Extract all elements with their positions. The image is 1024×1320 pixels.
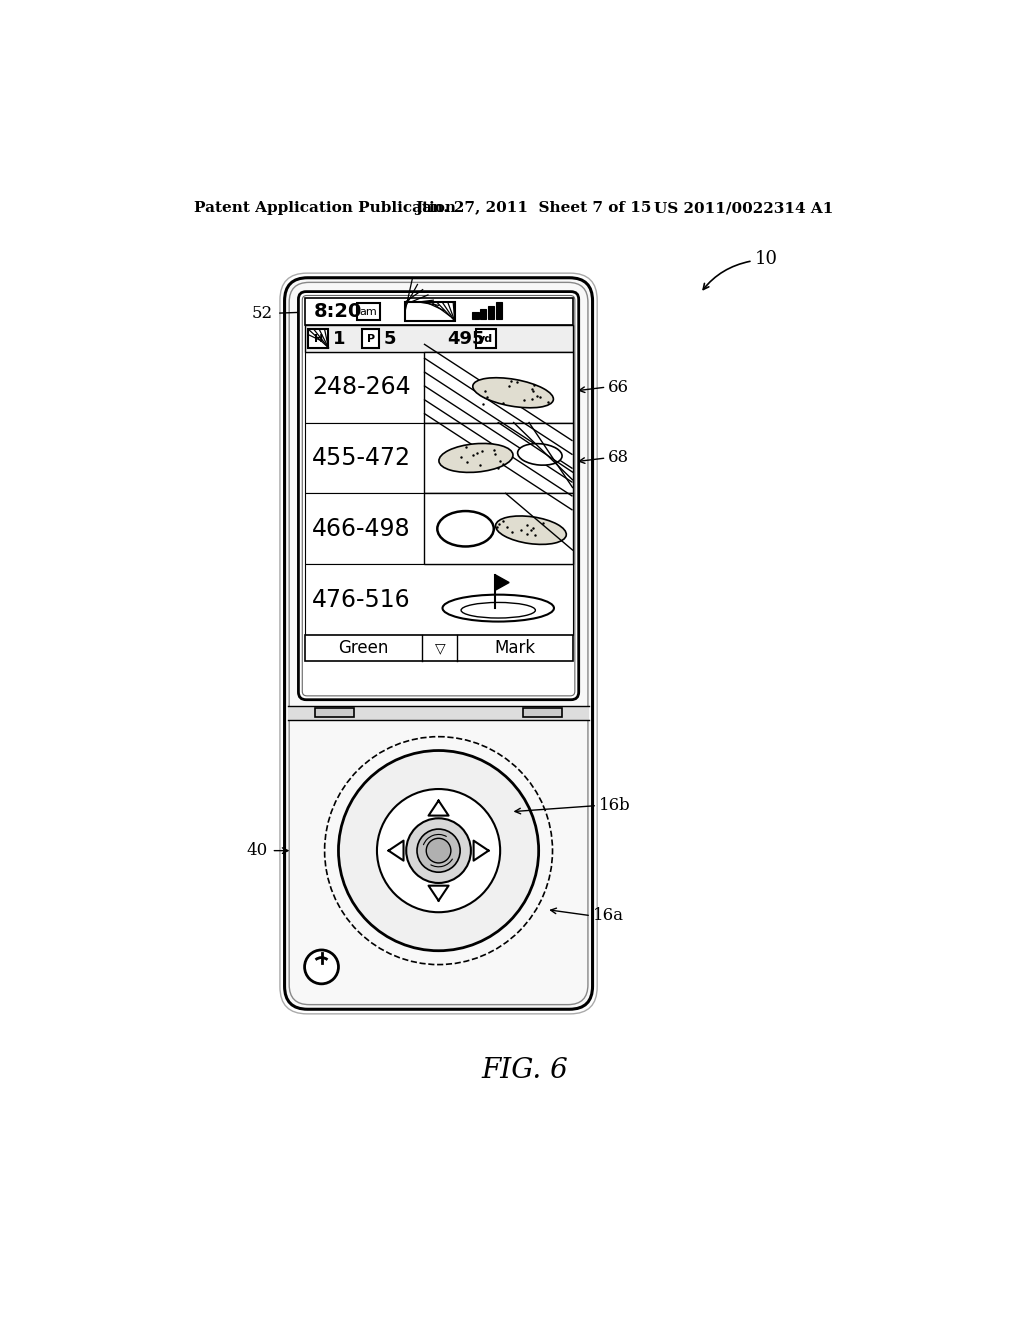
Bar [404, 302, 455, 321]
Bar [480, 309, 486, 319]
Text: P: P [367, 334, 375, 343]
Text: 52: 52 [252, 305, 273, 322]
Bar [424, 422, 572, 494]
Bar [424, 494, 572, 564]
Text: Green: Green [338, 639, 389, 657]
Text: 16b: 16b [599, 797, 631, 814]
Bar [308, 330, 329, 348]
Text: US 2011/0022314 A1: US 2011/0022314 A1 [654, 202, 834, 215]
Text: 248-264: 248-264 [312, 375, 411, 399]
Text: 495: 495 [447, 330, 484, 347]
Text: 68: 68 [608, 449, 629, 466]
Bar [523, 708, 562, 718]
Text: 1: 1 [333, 330, 345, 347]
FancyBboxPatch shape [298, 292, 579, 700]
Ellipse shape [442, 594, 554, 622]
Ellipse shape [461, 602, 536, 618]
Ellipse shape [473, 378, 553, 408]
Bar [475, 330, 496, 348]
Ellipse shape [517, 444, 562, 465]
Circle shape [339, 751, 539, 950]
Text: 66: 66 [608, 379, 629, 396]
Text: 5: 5 [384, 330, 396, 347]
Text: 8:20: 8:20 [313, 302, 362, 321]
Text: ▽: ▽ [434, 642, 445, 655]
Text: 40: 40 [247, 842, 267, 859]
Circle shape [304, 950, 339, 983]
Text: 476-516: 476-516 [312, 587, 411, 611]
Text: Mark: Mark [495, 639, 536, 657]
Ellipse shape [437, 511, 494, 546]
Text: 10: 10 [755, 249, 777, 268]
Text: Patent Application Publication: Patent Application Publication [194, 202, 456, 215]
Bar [472, 313, 478, 319]
Bar [315, 708, 354, 718]
Bar [304, 564, 572, 635]
Bar [362, 330, 379, 348]
FancyBboxPatch shape [302, 296, 574, 696]
Text: 455-472: 455-472 [312, 446, 412, 470]
Circle shape [407, 818, 471, 883]
Bar [304, 298, 572, 326]
Bar [289, 706, 589, 719]
Bar [304, 351, 572, 422]
Bar [304, 635, 572, 661]
Circle shape [426, 838, 451, 863]
Ellipse shape [496, 516, 566, 544]
Bar [424, 351, 572, 422]
Text: yd: yd [478, 334, 494, 343]
Circle shape [417, 829, 460, 873]
Bar [304, 494, 572, 564]
Text: Jan. 27, 2011  Sheet 7 of 15: Jan. 27, 2011 Sheet 7 of 15 [416, 202, 652, 215]
Text: 466-498: 466-498 [312, 516, 411, 541]
Text: FIG. 6: FIG. 6 [481, 1057, 568, 1084]
Bar [357, 304, 380, 321]
Polygon shape [496, 574, 509, 590]
Bar [487, 306, 494, 319]
Text: 16a: 16a [593, 907, 624, 924]
Text: am: am [359, 306, 378, 317]
Text: H: H [313, 334, 323, 343]
FancyBboxPatch shape [285, 277, 593, 1010]
Bar [304, 422, 572, 494]
Bar [304, 326, 572, 351]
Circle shape [377, 789, 500, 912]
Bar [496, 302, 502, 319]
Ellipse shape [439, 444, 513, 473]
